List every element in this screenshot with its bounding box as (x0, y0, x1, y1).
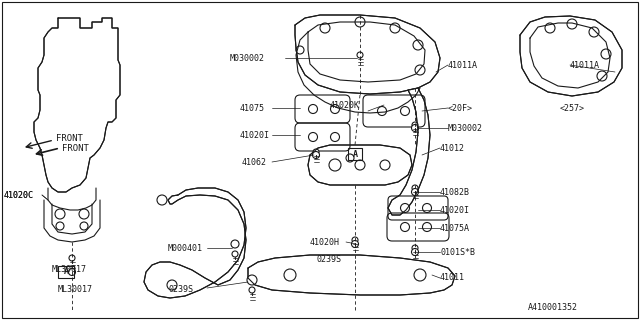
Text: <20F>: <20F> (448, 103, 473, 113)
Circle shape (412, 245, 418, 251)
Circle shape (308, 132, 317, 141)
Polygon shape (34, 18, 120, 192)
Circle shape (422, 222, 431, 231)
Polygon shape (520, 16, 622, 96)
Text: A: A (63, 268, 68, 276)
Circle shape (589, 27, 599, 37)
Text: M030002: M030002 (230, 53, 265, 62)
Text: FRONT: FRONT (56, 133, 83, 142)
Text: 41012: 41012 (440, 143, 465, 153)
Text: A410001352: A410001352 (528, 303, 578, 313)
Circle shape (567, 19, 577, 29)
Circle shape (422, 204, 431, 212)
Text: 41011: 41011 (440, 274, 465, 283)
Text: 41020H: 41020H (310, 237, 340, 246)
Circle shape (247, 275, 257, 285)
Bar (348, 148, 362, 160)
Circle shape (80, 222, 88, 230)
Circle shape (380, 160, 390, 170)
Circle shape (308, 105, 317, 114)
Polygon shape (388, 88, 430, 215)
Circle shape (330, 105, 339, 114)
Circle shape (357, 52, 363, 58)
Circle shape (346, 154, 354, 162)
Bar (58, 266, 74, 278)
Circle shape (412, 249, 419, 255)
Circle shape (401, 107, 410, 116)
Circle shape (412, 188, 419, 196)
Text: 41020C: 41020C (4, 190, 34, 199)
Text: <257>: <257> (560, 103, 585, 113)
Polygon shape (295, 15, 440, 94)
Circle shape (351, 241, 358, 247)
Circle shape (284, 269, 296, 281)
Circle shape (352, 237, 358, 243)
Text: 0101S*B: 0101S*B (440, 247, 475, 257)
Circle shape (378, 107, 387, 116)
Text: 0239S: 0239S (316, 255, 341, 265)
Circle shape (329, 159, 341, 171)
Text: 41011A: 41011A (570, 60, 600, 69)
Circle shape (69, 255, 75, 261)
Circle shape (330, 132, 339, 141)
Circle shape (415, 65, 425, 75)
Circle shape (249, 287, 255, 293)
Circle shape (157, 195, 167, 205)
Circle shape (312, 151, 319, 158)
Text: 0239S: 0239S (168, 285, 193, 294)
Polygon shape (248, 255, 455, 295)
Polygon shape (144, 188, 246, 298)
Circle shape (412, 124, 419, 132)
Text: FRONT: FRONT (62, 143, 89, 153)
Circle shape (545, 23, 555, 33)
Text: A: A (353, 149, 358, 158)
Text: 41062: 41062 (242, 157, 267, 166)
Text: 41020I: 41020I (240, 131, 270, 140)
Circle shape (231, 240, 239, 248)
Circle shape (412, 185, 418, 191)
Circle shape (413, 40, 423, 50)
Circle shape (601, 49, 611, 59)
Text: 41020I: 41020I (440, 205, 470, 214)
Circle shape (412, 122, 418, 128)
Text: 41020K: 41020K (330, 100, 360, 109)
Text: ML30017: ML30017 (58, 285, 93, 294)
Circle shape (167, 280, 177, 290)
Circle shape (68, 268, 76, 276)
Circle shape (401, 222, 410, 231)
Circle shape (56, 222, 64, 230)
Circle shape (79, 209, 89, 219)
Text: 41011A: 41011A (448, 60, 478, 69)
Text: 41075A: 41075A (440, 223, 470, 233)
Circle shape (355, 17, 365, 27)
Circle shape (320, 23, 330, 33)
Polygon shape (308, 145, 412, 185)
Circle shape (55, 209, 65, 219)
Text: ML30017: ML30017 (52, 266, 87, 275)
Text: 41020C: 41020C (4, 190, 34, 199)
Text: M030002: M030002 (448, 124, 483, 132)
Circle shape (355, 160, 365, 170)
Text: 41082B: 41082B (440, 188, 470, 196)
Circle shape (296, 46, 304, 54)
Text: M000401: M000401 (168, 244, 203, 252)
Circle shape (313, 149, 319, 155)
Circle shape (390, 23, 400, 33)
Circle shape (232, 251, 238, 257)
Circle shape (401, 204, 410, 212)
Text: 41075: 41075 (240, 103, 265, 113)
Circle shape (597, 71, 607, 81)
Circle shape (414, 269, 426, 281)
